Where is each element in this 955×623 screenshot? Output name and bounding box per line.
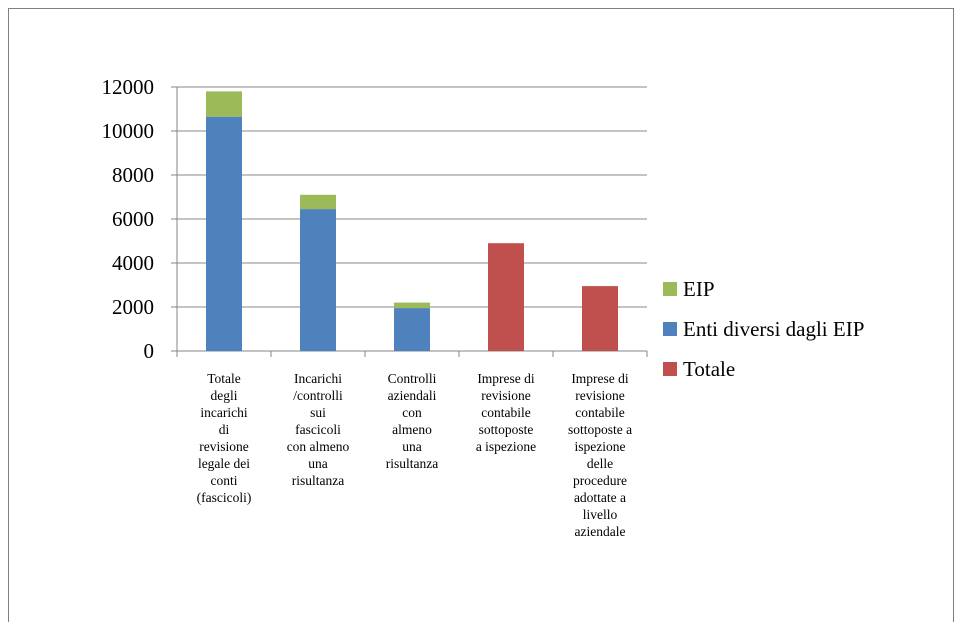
x-category-label-line: degli: [210, 388, 238, 403]
x-category-label-line: (fascicoli): [196, 490, 252, 505]
y-tick-label: 0: [144, 339, 155, 363]
bar-segment: [394, 302, 430, 309]
x-category-label-line: aziendale: [574, 524, 626, 539]
x-category-label-line: sottoposte: [478, 422, 534, 437]
legend-item: EIP: [663, 269, 864, 309]
x-category-label-line: con: [402, 405, 422, 420]
x-category-label-line: risultanza: [385, 456, 439, 471]
x-category-label-line: con almeno: [286, 439, 350, 454]
legend-swatch: [663, 322, 677, 336]
x-category-label-line: almeno: [392, 422, 432, 437]
y-tick-label: 6000: [112, 207, 154, 231]
x-category-label-line: Controlli: [387, 371, 437, 386]
x-category-label-line: Imprese di: [477, 371, 535, 386]
x-category-label-line: di: [218, 422, 230, 437]
x-category-label-line: revisione: [575, 388, 625, 403]
legend-swatch: [663, 362, 677, 376]
chart-frame: [8, 8, 954, 622]
legend-label: Enti diversi dagli EIP: [683, 316, 865, 341]
x-category-label-line: incarichi: [200, 405, 248, 420]
y-tick-label: 8000: [112, 163, 154, 187]
bar-segment: [394, 308, 430, 351]
x-category-label-line: Incarichi: [294, 371, 342, 386]
x-category-label: Controlli aziendali con almeno una risultanza: [366, 370, 458, 472]
x-category-label-line: conti: [210, 473, 238, 488]
legend-item: Totale: [663, 349, 864, 389]
legend-label: Totale: [683, 356, 736, 381]
x-category-label-line: Imprese di: [571, 371, 629, 386]
x-category-label-line: /controlli: [293, 388, 343, 403]
y-tick-label: 10000: [102, 119, 155, 143]
x-category-label-line: contabile: [575, 405, 625, 420]
y-tick-label: 12000: [102, 75, 155, 99]
bar-segment: [488, 243, 524, 351]
x-category-label-line: contabile: [481, 405, 531, 420]
x-category-label-line: Totale: [207, 371, 241, 386]
x-category-label-line: risultanza: [291, 473, 345, 488]
x-category-label: Totale degli incarichi di revisione legale de…: [178, 370, 270, 506]
x-category-label-line: sui: [310, 405, 326, 420]
x-category-label-line: livello: [582, 507, 618, 522]
legend-item: Enti diversi dagli EIP: [663, 309, 864, 349]
x-category-label-line: revisione: [199, 439, 249, 454]
x-category-label-line: aziendali: [387, 388, 437, 403]
x-category-label-line: una: [308, 456, 328, 471]
x-category-label: Incarichi/controlli sui fascicoli con almen…: [272, 370, 364, 489]
x-category-label-line: fascicoli: [295, 422, 341, 437]
x-category-label-line: legale dei: [197, 456, 251, 471]
bar-segment: [206, 91, 242, 117]
y-tick-label: 4000: [112, 251, 154, 275]
chart-legend: EIP Enti diversi dagli EIP Totale: [663, 269, 864, 389]
x-category-label: Imprese di revisione contabile sottoposte a …: [460, 370, 552, 455]
bar-segment: [206, 116, 242, 351]
x-category-label-line: adottate a: [573, 490, 627, 505]
y-tick-label: 2000: [112, 295, 154, 319]
x-category-label: Imprese di revisione contabile sottoposte a…: [554, 370, 646, 540]
x-category-label-line: delle: [586, 456, 614, 471]
x-category-label-line: revisione: [481, 388, 531, 403]
bar-segment: [582, 286, 618, 351]
legend-label: EIP: [683, 276, 715, 301]
x-category-label-line: una: [402, 439, 422, 454]
legend-swatch: [663, 282, 677, 296]
bar-segment: [300, 209, 336, 351]
x-category-label-line: procedure: [573, 473, 627, 488]
bar-segment: [300, 194, 336, 210]
x-category-label-line: ispezione: [574, 439, 626, 454]
x-category-label-line: a ispezione: [475, 439, 537, 454]
x-category-label-line: sottoposte a: [567, 422, 633, 437]
